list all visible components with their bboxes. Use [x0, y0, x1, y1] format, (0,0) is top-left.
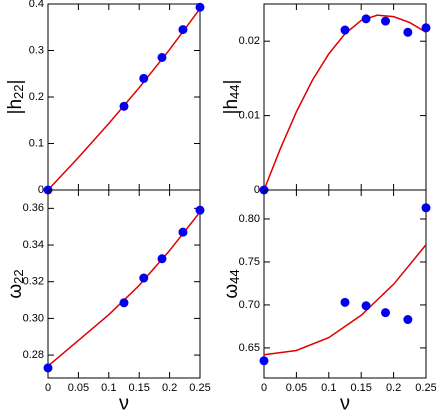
y-tick-label: 0.1: [29, 137, 44, 149]
data-point: [403, 27, 413, 37]
x-axis-label: ν: [119, 392, 129, 411]
data-point: [157, 254, 167, 264]
y-tick-label: 0.30: [23, 312, 44, 324]
x-tick-label: 0.25: [189, 382, 210, 394]
data-point: [340, 297, 350, 307]
y-tick-label: 0.3: [29, 44, 44, 56]
plot-frame: [47, 3, 201, 191]
x-tick-label: 0.25: [415, 382, 436, 394]
data-point: [139, 273, 149, 283]
data-point: [195, 2, 205, 12]
y-tick-label: 0.75: [239, 256, 260, 268]
x-tick-label: 0: [261, 382, 267, 394]
data-point: [178, 227, 188, 237]
y-tick-label: 0.02: [239, 35, 260, 47]
y-axis-label: ω22: [5, 269, 26, 298]
x-tick-label: 0.15: [350, 382, 371, 394]
y-label-part: |h: [221, 99, 242, 115]
fit-line: [263, 14, 427, 191]
data-point: [421, 23, 431, 33]
y-tick-label: 0.80: [239, 213, 260, 225]
y-label-part: ω: [5, 284, 26, 299]
plot-frame: [47, 189, 201, 379]
y-tick-label: 0.01: [239, 110, 260, 122]
data-point: [381, 308, 390, 318]
y-tick-label: 0.32: [23, 276, 44, 288]
x-axis-label: ν: [340, 392, 350, 411]
data-point: [178, 25, 188, 35]
data-point: [259, 356, 269, 366]
y-label-part: |: [5, 80, 26, 85]
data-point: [195, 205, 205, 215]
y-tick-label: 0: [254, 184, 260, 196]
plot-frame: [263, 189, 427, 379]
y-label-part: 44: [227, 269, 242, 283]
data-point: [139, 73, 149, 83]
y-tick-label: 0.65: [239, 342, 260, 354]
x-tick-label: 0.05: [68, 382, 89, 394]
y-axis-label: |h44|: [221, 80, 242, 115]
y-tick-label: 0.4: [29, 0, 44, 10]
data-point: [119, 101, 129, 111]
y-label-part: 44: [227, 84, 242, 98]
x-tick-label: 0.1: [101, 382, 116, 394]
y-label-part: 22: [11, 269, 26, 283]
y-tick-label: 0.2: [29, 91, 44, 103]
x-tick-label: 0.1: [321, 382, 336, 394]
y-tick-label: 0.36: [23, 202, 44, 214]
y-label-part: |h: [5, 99, 26, 115]
y-axis-label: ω44: [221, 269, 242, 298]
y-tick-label: 0.70: [239, 299, 260, 311]
data-point: [119, 298, 129, 308]
data-point: [361, 301, 371, 311]
x-tick-label: 0: [45, 382, 51, 394]
x-tick-label: 0.15: [128, 382, 149, 394]
y-label-part: 22: [11, 84, 26, 98]
data-point: [361, 14, 371, 24]
x-tick-label: 0.2: [386, 382, 401, 394]
x-tick-label: 0.05: [286, 382, 307, 394]
data-point: [421, 203, 431, 213]
fit-line: [47, 8, 201, 191]
y-label-part: |: [221, 80, 242, 85]
y-label-part: ω: [221, 284, 242, 299]
data-point: [381, 16, 390, 26]
data-point: [157, 52, 167, 62]
y-tick-label: 0.34: [23, 239, 44, 251]
data-point: [340, 25, 350, 35]
x-tick-label: 0.2: [162, 382, 177, 394]
fit-line: [47, 211, 201, 367]
fit-line: [263, 244, 427, 356]
y-tick-label: 0: [38, 184, 44, 196]
data-point: [403, 315, 413, 325]
y-tick-label: 0.28: [23, 349, 44, 361]
data-point: [43, 363, 53, 373]
y-axis-label: |h22|: [5, 80, 26, 115]
